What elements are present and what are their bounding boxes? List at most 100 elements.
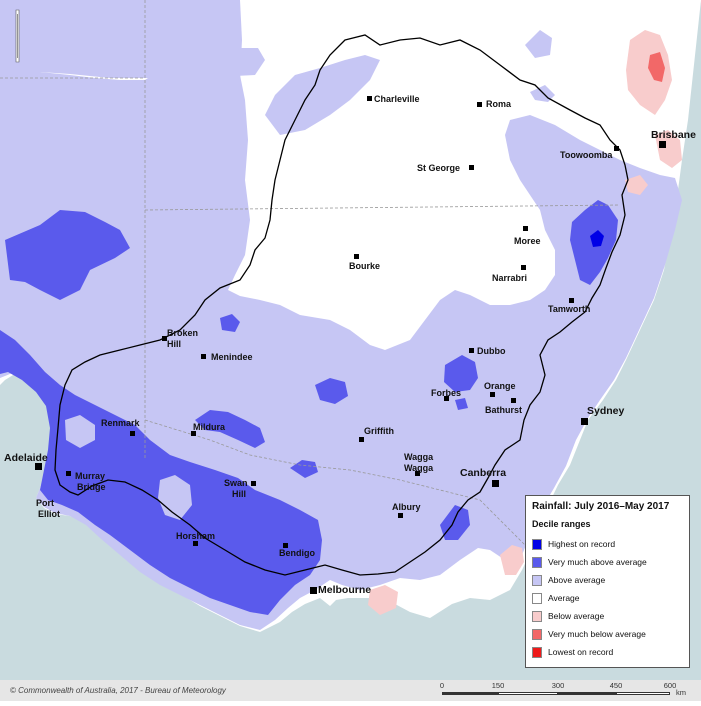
very-much-below-brisbane — [648, 52, 665, 82]
copyright-text: © Commonwealth of Australia, 2017 - Bure… — [10, 686, 226, 695]
legend-swatch — [532, 629, 542, 640]
very-much-above-sa-vic — [0, 330, 322, 615]
legend-swatch — [532, 539, 542, 550]
legend-swatch — [532, 557, 542, 568]
marker-renmark — [130, 431, 135, 436]
label-roma: Roma — [486, 99, 512, 109]
very-much-above-patch-2 — [195, 410, 265, 448]
above-average-northeast-patch — [525, 30, 552, 58]
label-griffith: Griffith — [364, 426, 394, 436]
marker-swan-hill — [251, 481, 256, 486]
label-orange: Orange — [484, 381, 516, 391]
marker-charleville — [367, 96, 372, 101]
label-bathurst: Bathurst — [485, 405, 522, 415]
above-average-island-1 — [158, 475, 192, 520]
label-moree: Moree — [514, 236, 541, 246]
legend-label: Lowest on record — [548, 647, 614, 657]
label-bourke: Bourke — [349, 261, 380, 271]
label-murray-bridge: Murray Bridge — [75, 471, 106, 492]
label-broken-hill-line1: Broken — [167, 328, 198, 338]
town-markers — [35, 96, 666, 594]
legend-swatch — [532, 593, 542, 604]
marker-bendigo — [283, 543, 288, 548]
label-melbourne: Melbourne — [318, 584, 371, 596]
marker-horsham — [193, 541, 198, 546]
label-broken-hill: Broken Hill — [167, 328, 198, 349]
very-much-above-dubbo — [444, 355, 478, 392]
scale-tick-label: 600 — [663, 681, 677, 690]
label-menindee: Menindee — [211, 352, 253, 362]
scale-tick-label: 150 — [491, 681, 505, 690]
town-labels: Charleville Roma Toowoomba St George Mor… — [4, 94, 696, 596]
label-narrabri: Narrabri — [492, 273, 527, 283]
marker-dubbo — [469, 348, 474, 353]
very-much-above-patch-3 — [290, 460, 318, 478]
very-much-above-patch-6 — [455, 398, 468, 410]
label-renmark: Renmark — [101, 418, 141, 428]
marker-sydney — [581, 418, 588, 425]
marker-canberra — [492, 480, 499, 487]
label-albury: Albury — [392, 502, 421, 512]
legend-title: Rainfall: July 2016–May 2017 — [532, 501, 670, 512]
label-tamworth: Tamworth — [548, 304, 590, 314]
scale-bar: 0 150 300 450 600 km — [440, 680, 690, 701]
legend-subtitle: Decile ranges — [532, 519, 591, 529]
legend-label: Above average — [548, 575, 606, 585]
legend-swatch — [532, 575, 542, 586]
legend-label: Highest on record — [548, 539, 616, 549]
below-average-gippsland — [368, 585, 398, 615]
marker-mildura — [191, 431, 196, 436]
label-broken-hill-line2: Hill — [167, 339, 181, 349]
legend-swatch — [532, 611, 542, 622]
above-average-island-2 — [65, 415, 95, 448]
marker-roma — [477, 102, 482, 107]
marker-melbourne — [310, 587, 317, 594]
legend-label: Very much above average — [548, 557, 647, 567]
legend-label: Average — [548, 593, 580, 603]
below-average-gold-coast — [655, 130, 682, 168]
label-canberra: Canberra — [460, 467, 506, 479]
highest-on-record-region — [590, 230, 604, 247]
footer: © Commonwealth of Australia, 2017 - Bure… — [0, 680, 701, 701]
marker-brisbane — [659, 141, 666, 148]
marker-menindee — [201, 354, 206, 359]
north-arrow-icon — [15, 9, 20, 63]
marker-orange — [490, 392, 495, 397]
above-average-west — [0, 0, 242, 100]
above-average-north-patch — [265, 55, 380, 135]
marker-adelaide — [35, 463, 42, 470]
very-much-above-west — [5, 210, 130, 300]
marker-wagga-wagga — [415, 471, 420, 476]
scale-unit: km — [676, 688, 686, 697]
label-dubbo: Dubbo — [477, 346, 506, 356]
label-st-george: St George — [417, 163, 460, 173]
marker-narrabri — [521, 265, 526, 270]
scale-segment — [442, 692, 498, 695]
marker-murray-bridge — [66, 471, 71, 476]
legend-swatch — [532, 647, 542, 658]
scale-tick-label: 300 — [551, 681, 565, 690]
basin-boundary — [54, 34, 629, 576]
legend-label: Below average — [548, 611, 605, 621]
marker-toowoomba — [614, 146, 619, 151]
label-mildura: Mildura — [193, 422, 226, 432]
marker-bathurst — [511, 398, 516, 403]
marker-moree — [523, 226, 528, 231]
label-wagga-wagga: Wagga Wagga — [404, 452, 434, 473]
marker-bourke — [354, 254, 359, 259]
label-horsham: Horsham — [176, 531, 215, 541]
label-charleville: Charleville — [374, 94, 420, 104]
label-bendigo: Bendigo — [279, 548, 315, 558]
marker-tamworth — [569, 298, 574, 303]
label-brisbane: Brisbane — [651, 129, 696, 141]
label-port-elliot: Port Elliot — [36, 498, 60, 519]
very-much-above-patch-4 — [220, 314, 240, 332]
above-average-north-patch-2 — [228, 48, 265, 76]
scale-tick-label: 0 — [439, 681, 445, 690]
label-toowoomba: Toowoomba — [560, 150, 613, 160]
marker-forbes — [444, 396, 449, 401]
scale-segment — [616, 692, 670, 695]
marker-broken-hill — [162, 336, 167, 341]
